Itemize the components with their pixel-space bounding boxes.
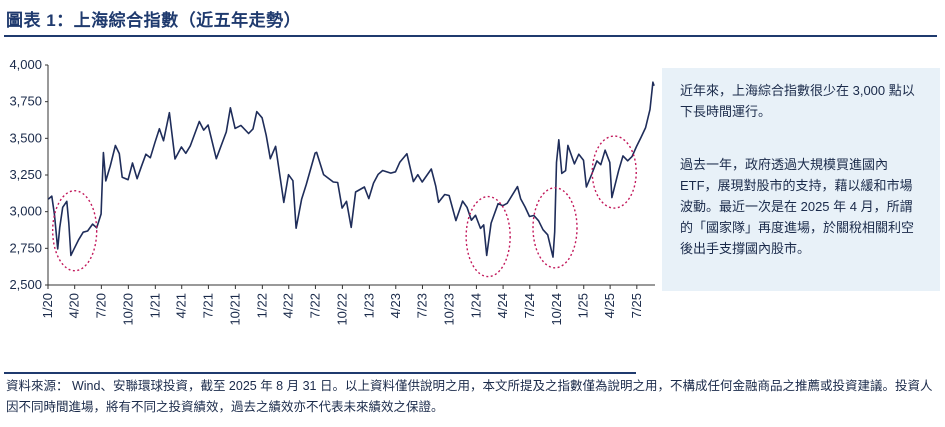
x-tick-label: 4/24 (495, 293, 510, 318)
y-tick-label: 3,750 (9, 94, 42, 109)
title-divider (4, 35, 937, 37)
x-tick-label: 4/25 (602, 293, 617, 318)
highlight-circle (591, 135, 637, 209)
y-tick-label: 3,250 (9, 167, 42, 182)
commentary-paragraph-2: 過去一年，政府透過大規模買進國內 ETF，展現對股市的支持，藉以緩和市場波動。最… (680, 157, 915, 256)
highlight-circle (465, 195, 511, 278)
x-tick-label: 4/21 (174, 293, 189, 318)
x-tick-label: 7/20 (93, 293, 108, 318)
y-tick-label: 3,500 (9, 130, 42, 145)
x-tick-label: 10/20 (120, 293, 135, 326)
y-tick-label: 3,000 (9, 204, 42, 219)
x-tick-label: 4/22 (281, 293, 296, 318)
x-tick-label: 1/24 (468, 293, 483, 318)
x-tick-label: 4/20 (67, 293, 82, 318)
highlight-circle (51, 190, 98, 272)
x-tick-label: 10/22 (334, 293, 349, 326)
line-chart: 2,500 2,750 3,000 3,250 3,500 3,750 4,000 1/20 4… (9, 57, 655, 326)
x-tick-label: 1/23 (361, 293, 376, 318)
page-title: 圖表 1：上海綜合指數（近五年走勢） (6, 11, 302, 30)
commentary-paragraph-1: 近年來，上海綜合指數很少在 3,000 點以下長時間運行。 (680, 83, 915, 119)
x-tick-label: 7/23 (414, 293, 429, 318)
x-tick-label: 7/22 (307, 293, 322, 318)
x-tick-label: 10/23 (441, 293, 456, 326)
y-tick-label: 2,500 (9, 277, 42, 292)
y-tick-label: 2,750 (9, 240, 42, 255)
y-tick-label: 4,000 (9, 57, 42, 72)
x-tick-label: 1/21 (147, 293, 162, 318)
x-tick-label: 7/21 (200, 293, 215, 318)
x-tick-label: 1/20 (40, 293, 55, 318)
x-tick-label: 1/22 (254, 293, 269, 318)
source-divider (4, 372, 636, 374)
x-tick-label: 1/25 (576, 293, 591, 318)
x-tick-label: 4/23 (388, 293, 403, 318)
highlight-circle (532, 187, 578, 269)
index-series-line (47, 81, 655, 258)
x-tick-label: 7/25 (629, 293, 644, 318)
x-tick-label: 7/24 (522, 293, 537, 318)
x-tick-label: 10/24 (549, 293, 564, 326)
x-tick-label: 10/21 (227, 293, 242, 326)
commentary-box: 近年來，上海綜合指數很少在 3,000 點以下長時間運行。 過去一年，政府透過大… (662, 68, 940, 291)
source-note: 資料來源： Wind、安聯環球投資，截至 2025 年 8 月 31 日。以上資… (6, 379, 933, 414)
